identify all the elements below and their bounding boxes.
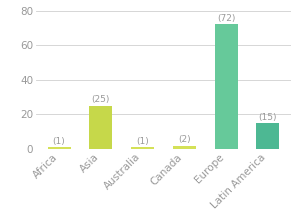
Bar xyxy=(256,123,279,149)
Text: (72): (72) xyxy=(217,14,235,23)
Text: (25): (25) xyxy=(92,95,110,104)
Bar xyxy=(173,146,196,149)
Text: (2): (2) xyxy=(178,135,191,144)
Bar xyxy=(48,147,70,149)
Text: (15): (15) xyxy=(259,113,277,122)
Text: (1): (1) xyxy=(136,137,149,146)
Text: (1): (1) xyxy=(53,137,65,146)
Bar xyxy=(215,24,238,149)
Bar xyxy=(89,106,112,149)
Bar xyxy=(131,147,154,149)
